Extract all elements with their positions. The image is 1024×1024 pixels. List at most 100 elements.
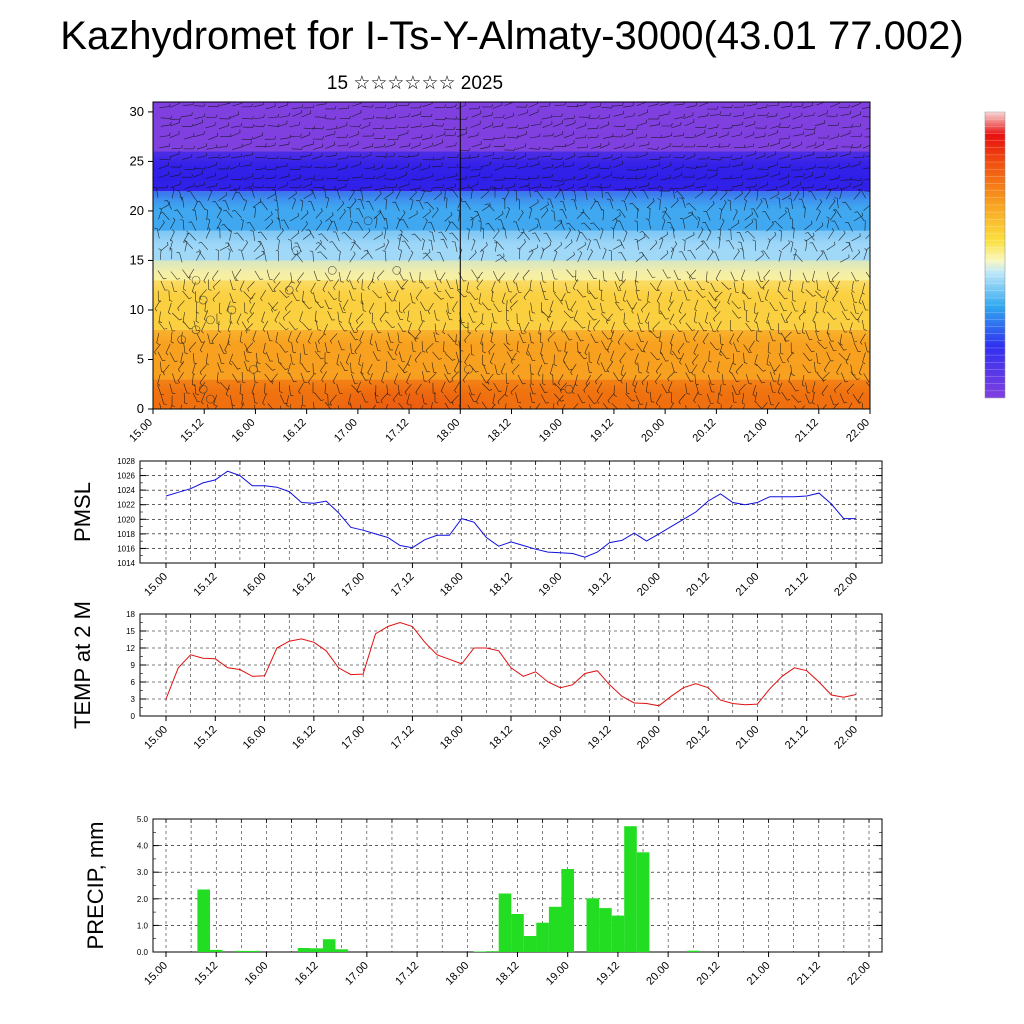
wind-barb — [766, 151, 777, 159]
wind-barb — [553, 120, 563, 128]
wind-barb — [239, 280, 245, 293]
wind-barb — [481, 302, 492, 311]
wind-barb — [215, 249, 219, 261]
wind-barb — [468, 249, 477, 261]
wind-barb — [515, 392, 522, 403]
wind-barb — [194, 113, 205, 120]
wind-barb — [698, 102, 709, 107]
wind-barb — [791, 167, 803, 171]
wind-barb — [600, 289, 604, 302]
wind-barb — [236, 313, 242, 325]
wind-barb — [510, 300, 518, 311]
wind-barb — [793, 173, 805, 178]
wind-barb — [435, 131, 446, 138]
wind-barb — [817, 341, 828, 350]
wind-barb — [600, 313, 611, 322]
wind-barb — [229, 185, 241, 192]
wind-barb — [188, 221, 197, 231]
wind-barb — [715, 269, 721, 282]
wind-barb — [827, 185, 839, 191]
wind-barb — [564, 183, 574, 191]
wind-barb — [303, 343, 308, 355]
wind-barb — [218, 302, 223, 315]
wind-barb — [300, 152, 312, 158]
wind-barb — [684, 134, 696, 138]
x-tick-label: 18.00 — [438, 724, 466, 752]
wind-barb — [398, 163, 409, 170]
x-tick-label: 18.00 — [443, 960, 471, 988]
wind-barb — [774, 402, 780, 409]
wind-barb — [164, 200, 172, 210]
wind-barb — [754, 354, 758, 366]
wind-barb — [191, 281, 196, 294]
wind-barb — [373, 164, 384, 171]
wind-barb — [398, 130, 409, 137]
wind-barb — [356, 381, 361, 394]
calm-wind-circle — [198, 295, 208, 305]
wind-barb — [625, 185, 637, 189]
x-tick-label: 18.12 — [487, 724, 515, 752]
wind-barb — [804, 126, 816, 131]
wind-barb — [827, 311, 837, 320]
wind-barb — [447, 154, 459, 158]
wind-barb — [420, 279, 430, 289]
wind-barb — [639, 231, 650, 240]
precip-bar — [687, 950, 700, 952]
wind-barb — [744, 211, 753, 221]
wind-barb — [754, 391, 758, 404]
x-tick-label: 22.00 — [832, 571, 860, 599]
wind-barb — [399, 210, 406, 222]
wind-barb — [211, 333, 219, 344]
wind-barb — [779, 180, 789, 188]
wind-barb — [436, 252, 445, 262]
wind-barb — [535, 403, 541, 409]
wind-barb — [444, 402, 450, 409]
wind-barb — [243, 173, 254, 181]
wind-barb — [793, 323, 801, 334]
wind-barb — [292, 109, 302, 117]
wind-barb — [554, 161, 564, 169]
y-tick-label: 1018 — [117, 530, 135, 539]
wind-barb — [374, 185, 386, 191]
wind-barb — [755, 363, 766, 372]
wind-barb — [853, 189, 861, 200]
wind-barb — [182, 312, 186, 324]
wind-barb — [338, 290, 342, 303]
wind-barb — [745, 120, 756, 128]
wind-barb — [299, 199, 304, 212]
wind-barb — [303, 126, 316, 130]
wind-barb — [865, 155, 870, 157]
x-tick-label: 21.00 — [742, 417, 770, 445]
wind-barb — [845, 222, 853, 232]
wind-barb — [373, 323, 382, 334]
x-tick-label: 19.00 — [544, 960, 572, 988]
wind-barb — [802, 102, 813, 109]
y-tick-label: 2.0 — [137, 895, 149, 904]
wind-barb — [791, 226, 795, 239]
wind-barb — [157, 321, 168, 330]
wind-barb — [360, 404, 362, 409]
wind-barb — [195, 249, 202, 261]
wind-barb — [858, 363, 863, 376]
wind-barb — [265, 166, 278, 170]
wind-barb — [606, 198, 614, 209]
wind-barb — [420, 310, 425, 322]
wind-barb — [710, 111, 721, 116]
wind-barb — [588, 351, 593, 364]
wind-barb — [410, 403, 412, 409]
wind-barb — [351, 241, 361, 250]
wind-barb — [266, 330, 273, 342]
wind-barb — [857, 392, 864, 404]
wind-barb — [853, 342, 861, 352]
wind-barb — [852, 181, 863, 188]
wind-barb — [264, 211, 273, 222]
y-tick-label: 15 — [130, 252, 144, 267]
wind-barb — [558, 189, 565, 201]
wind-barb — [845, 242, 853, 252]
wind-barb — [241, 240, 248, 252]
wind-barb — [332, 372, 338, 385]
wind-barb — [526, 186, 531, 198]
x-tick-label: 19.00 — [536, 571, 564, 599]
wind-barb — [780, 313, 789, 323]
wind-barb — [790, 364, 795, 376]
